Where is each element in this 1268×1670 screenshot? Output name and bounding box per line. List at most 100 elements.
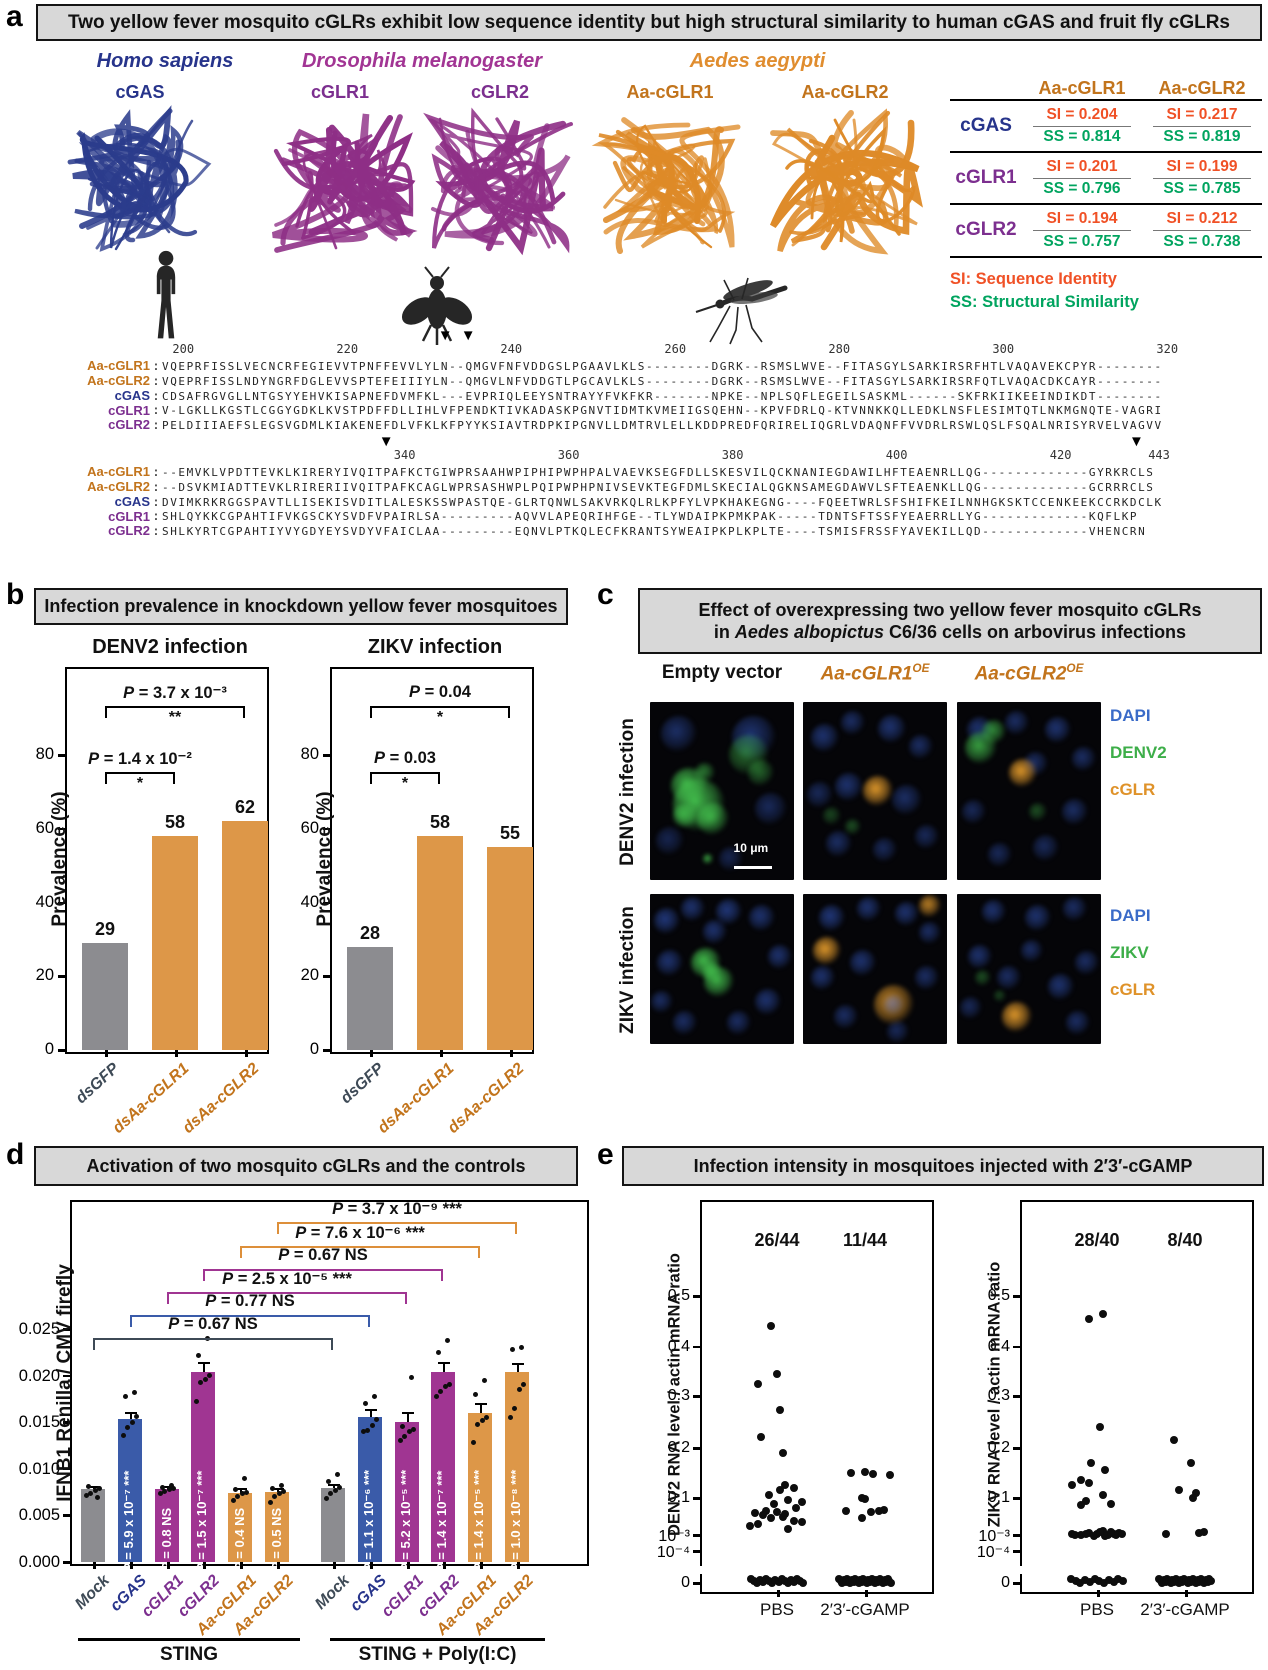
data-point — [507, 1415, 513, 1421]
data-point — [373, 1416, 379, 1422]
table-row-label: cGLR2 — [955, 219, 1017, 241]
micrograph-image — [803, 894, 947, 1044]
cell-blob — [657, 950, 684, 976]
human-silhouette-icon — [156, 250, 176, 339]
data-point — [511, 1405, 517, 1411]
y-tick — [1013, 1497, 1020, 1500]
data-point — [129, 1419, 135, 1425]
significance-stars: ** — [168, 709, 182, 726]
bracket-end — [478, 1246, 480, 1258]
cell-blob — [918, 922, 941, 944]
cell-blob — [660, 716, 697, 753]
cell-blob — [982, 900, 1007, 924]
data-point — [779, 1448, 787, 1457]
data-point — [1101, 1466, 1109, 1475]
data-point — [790, 1483, 798, 1492]
y-tick-label: 0.3 — [667, 1387, 690, 1404]
cell-blob — [702, 919, 727, 944]
scale-bar — [733, 865, 772, 869]
count-label: 28/40 — [1074, 1230, 1120, 1250]
data-point — [1082, 1530, 1090, 1539]
data-point — [481, 1377, 487, 1383]
y-tick-label: 60 — [300, 818, 319, 837]
bracket-end — [508, 706, 510, 718]
data-point — [1068, 1481, 1076, 1490]
error-bar — [203, 1363, 205, 1372]
x-tick — [407, 1562, 410, 1569]
data-point — [446, 1382, 452, 1388]
alignment-ruler-number: 300 — [992, 342, 1015, 356]
error-bar — [370, 1410, 372, 1417]
panel-a-title: Two yellow fever mosquito cGLRs exhibit … — [36, 4, 1262, 41]
data-point — [751, 1508, 759, 1517]
y-tick-label: 20 — [35, 966, 54, 985]
data-point-zero — [1085, 1578, 1094, 1586]
significance-bracket — [370, 772, 440, 774]
bracket-end — [277, 1222, 279, 1234]
y-axis-label-b_denv2: Prevalence (%) — [49, 791, 70, 927]
cell-blob — [1062, 799, 1089, 826]
data-point — [759, 1511, 767, 1520]
x-label-2′3′-cGAMP: 2′3′-cGAMP — [1140, 1600, 1230, 1619]
y-tick — [693, 1345, 700, 1348]
in-bar-p-value: P = 1.4 x 10⁻⁷ *** — [433, 1470, 449, 1573]
data-point-zero — [1119, 1577, 1127, 1585]
data-point — [334, 1471, 340, 1477]
table-row-label: cGAS — [960, 115, 1012, 137]
data-point — [773, 1370, 781, 1379]
cell-blob — [1033, 834, 1060, 861]
p-value-label: P = 7.6 x 10⁻⁶ *** — [295, 1224, 425, 1242]
y-tick-label: 0.1 — [987, 1489, 1010, 1506]
cell-blob — [857, 897, 882, 921]
data-point — [470, 1440, 476, 1446]
data-point — [869, 1469, 877, 1478]
data-point — [1112, 1531, 1120, 1539]
protein-ribbon-Aa-cGLR2 — [769, 108, 923, 255]
y-tick-label: 40 — [300, 892, 319, 911]
error-bar-cap — [512, 1363, 524, 1366]
legend-si: SI: Sequence Identity — [950, 269, 1117, 288]
x-tick — [167, 1562, 170, 1569]
bracket-end — [368, 1315, 370, 1327]
cell-blob — [767, 944, 792, 969]
species-drosophila: Drosophila melanogaster — [301, 50, 543, 72]
panel-c-title: Effect of overexpressing two yellow feve… — [638, 588, 1262, 654]
species-homo-sapiens: Homo sapiens — [96, 50, 234, 72]
data-point — [790, 1516, 798, 1525]
micrograph-legend-ZIKV: ZIKV — [1110, 943, 1149, 962]
in-bar-p-value: P = 1.4 x 10⁻⁵ *** — [470, 1469, 486, 1572]
cell-blob — [813, 937, 842, 965]
cell-blob — [818, 905, 845, 931]
y-axis-label-b_zikv: Prevalence (%) — [314, 791, 335, 927]
data-point — [1162, 1529, 1170, 1538]
data-point — [371, 1393, 377, 1399]
data-point — [1189, 1494, 1197, 1503]
bar-dsAa-cGLR1 — [152, 836, 198, 1050]
data-point — [861, 1467, 869, 1476]
alignment-row-Aa-cGLR1: Aa-cGLR1: --EMVKLVPDTTEVKLKIRERYIVQITPAFK… — [87, 464, 1155, 480]
data-point — [444, 1337, 450, 1343]
bracket-end — [370, 706, 372, 718]
cell-blob — [749, 905, 776, 931]
axis-break — [697, 1566, 703, 1574]
data-point — [131, 1389, 137, 1395]
data-point — [364, 1428, 370, 1434]
data-point — [754, 1380, 762, 1389]
data-point — [1192, 1488, 1200, 1497]
plot-box-e_denv2 — [700, 1200, 934, 1594]
data-point — [520, 1382, 526, 1388]
alignment-row-Aa-cGLR1: Aa-cGLR1: VQEPRFISSLVECNCRFEGIEVVTPNFFEVV… — [87, 358, 1163, 374]
p-value-label: P = 0.77 NS — [205, 1292, 295, 1310]
bracket-end — [173, 772, 175, 784]
y-tick — [63, 1421, 70, 1424]
x-tick — [277, 1562, 280, 1569]
y-tick-label: 0 — [309, 1040, 319, 1058]
y-tick — [58, 975, 65, 978]
cell-blob — [1074, 951, 1099, 975]
bracket-end — [167, 1292, 169, 1304]
data-point — [798, 1518, 806, 1527]
data-point — [276, 1490, 282, 1496]
data-point — [336, 1484, 342, 1490]
x-tick — [370, 1050, 373, 1057]
bracket-end — [93, 1338, 95, 1350]
